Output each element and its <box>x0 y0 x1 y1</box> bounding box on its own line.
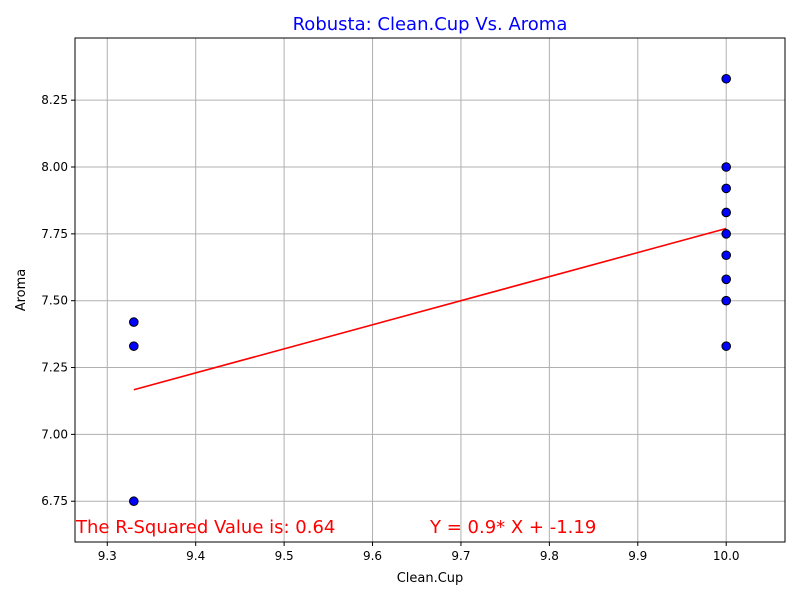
data-point <box>128 317 139 327</box>
plot-frame <box>74 37 786 543</box>
regression-line <box>133 227 727 391</box>
data-point <box>128 496 139 507</box>
x-tick-label: 9.6 <box>363 549 382 563</box>
y-axis-label: Aroma <box>14 269 29 312</box>
x-tick-label: 9.4 <box>186 549 205 563</box>
y-tick-label: 7.75 <box>41 227 68 241</box>
y-axis-ticks: 6.75 7.00 7.25 7.50 7.75 8.00 8.25 <box>41 93 75 508</box>
x-tick-label: 10.0 <box>713 549 740 563</box>
regression-layer <box>133 227 727 391</box>
y-tick-label: 8.25 <box>41 93 68 107</box>
regression-equation-annotation: Y = 0.9* X + -1.19 <box>429 517 596 538</box>
data-point <box>721 162 732 172</box>
data-point <box>721 229 732 239</box>
chart-title: Robusta: Clean.Cup Vs. Aroma <box>293 14 568 35</box>
x-axis-label: Clean.Cup <box>397 571 464 586</box>
y-tick-label: 6.75 <box>41 494 68 508</box>
x-tick-label: 9.5 <box>275 549 294 563</box>
x-tick-label: 9.8 <box>540 549 559 563</box>
y-tick-label: 8.00 <box>41 160 68 174</box>
x-tick-label: 9.7 <box>451 549 470 563</box>
data-point <box>721 207 732 218</box>
plot-area <box>75 38 785 542</box>
data-point <box>721 183 732 194</box>
data-point <box>128 341 139 351</box>
r-squared-annotation: The R-Squared Value is: 0.64 <box>75 517 335 538</box>
x-tick-label: 9.3 <box>98 549 117 563</box>
y-tick-label: 7.25 <box>41 361 68 375</box>
data-point <box>721 274 732 285</box>
x-tick-label: 9.9 <box>628 549 647 563</box>
data-point <box>721 295 732 306</box>
data-points <box>128 73 732 507</box>
data-point <box>721 250 732 261</box>
data-point <box>721 73 732 84</box>
x-axis-ticks: 9.3 9.4 9.5 9.6 9.7 9.8 9.9 10.0 <box>98 542 740 563</box>
y-tick-label: 7.50 <box>41 294 68 308</box>
y-tick-label: 7.00 <box>41 427 68 441</box>
data-point <box>721 341 732 351</box>
grid <box>75 38 785 542</box>
